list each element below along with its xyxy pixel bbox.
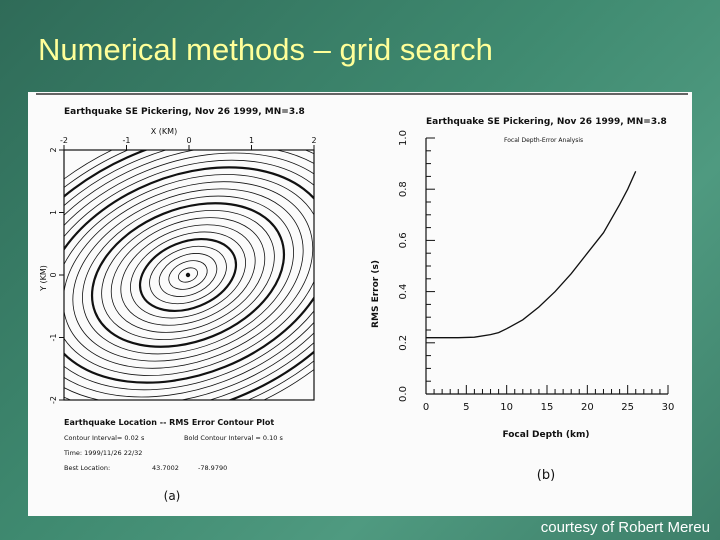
contour-interval: Contour Interval= 0.02 s (64, 434, 145, 442)
contour-line (64, 152, 314, 398)
contour-line (72, 188, 304, 362)
y-tick-label: 0.2 (398, 335, 409, 351)
credit-text: courtesy of Robert Mereu (540, 519, 710, 536)
y-tick-label: 0.8 (398, 181, 409, 197)
event-time: Time: 1999/11/26 22/32 (63, 449, 142, 457)
x-tick-label: 5 (463, 402, 469, 413)
contour-line (64, 150, 314, 400)
y-tick-label: 1.0 (398, 130, 409, 146)
panel-b-axes (425, 138, 668, 395)
contour-line (64, 150, 314, 400)
contour-line (82, 195, 294, 355)
x-tick-label: 20 (581, 402, 594, 413)
contour-line (168, 260, 208, 290)
y-tick-label: 0.4 (398, 284, 409, 300)
x-tick-label: -1 (123, 136, 131, 145)
contour-line (90, 202, 286, 348)
panel-a-x-axis-label: X (KM) (151, 127, 177, 136)
best-location-lat: 43.7002 (152, 464, 179, 472)
panel-a-caption: Earthquake Location -- RMS Error Contour… (63, 418, 283, 472)
contour-line (138, 238, 238, 312)
x-tick-label: 0 (423, 402, 429, 413)
panel-b-y-axis-label: RMS Error (s) (371, 260, 381, 328)
contour-line (149, 245, 227, 305)
panel-a-y-ticks: 2 1 0 -1 -2 (49, 147, 64, 404)
contour-line (178, 267, 198, 283)
y-tick-label: 2 (49, 147, 58, 152)
contour-line (64, 181, 314, 369)
contour-line (158, 253, 218, 297)
contour-line (64, 159, 314, 391)
x-tick-label: 1 (249, 136, 254, 145)
panel-b-x-axis-label: Focal Depth (km) (502, 430, 589, 440)
bold-contour-interval: Bold Contour Interval = 0.10 s (184, 434, 283, 442)
x-tick-label: 10 (500, 402, 513, 413)
contour-line (64, 166, 314, 384)
figure-svg: Earthquake SE Pickering, Nov 26 1999, MN… (36, 93, 688, 503)
panel-a-contour-plot: Earthquake SE Pickering, Nov 26 1999, MN… (39, 107, 317, 503)
x-tick-label: 2 (311, 136, 316, 145)
y-tick-label: 0.6 (398, 232, 409, 248)
contour-line (110, 217, 266, 333)
y-tick-label: 0 (49, 272, 58, 277)
caption-title: Earthquake Location -- RMS Error Contour… (64, 418, 274, 427)
rms-contours (64, 150, 314, 400)
panel-b-depth-error-plot: Earthquake SE Pickering, Nov 26 1999, MN… (371, 117, 674, 483)
best-location-label: Best Location: (64, 464, 110, 472)
x-tick-label: 25 (621, 402, 634, 413)
panel-a-header: Earthquake SE Pickering, Nov 26 1999, MN… (64, 107, 305, 117)
contour-line (101, 210, 275, 340)
figure-image: Earthquake SE Pickering, Nov 26 1999, MN… (28, 92, 692, 516)
contour-line (130, 231, 246, 319)
y-tick-label: 0.0 (398, 386, 409, 402)
x-tick-label: 30 (662, 402, 675, 413)
panel-a-x-ticks: -2 -1 0 1 2 (60, 136, 317, 150)
contour-line (64, 174, 314, 376)
best-location-marker (185, 272, 191, 278)
y-tick-label: 1 (49, 210, 58, 215)
slide-title: Numerical methods – grid search (38, 32, 493, 67)
contour-line (64, 150, 314, 400)
x-tick-label: -2 (60, 136, 68, 145)
panel-b-ticks: 0 5 10 15 20 25 30 0.0 0.2 0.4 0.6 0.8 1.0 (398, 130, 674, 413)
contour-line (120, 224, 256, 326)
y-tick-label: -2 (49, 396, 58, 404)
panel-a-y-axis-label: Y (KM) (39, 265, 48, 292)
panel-a-label: (a) (164, 489, 181, 503)
panel-b-label: (b) (537, 468, 555, 483)
x-tick-label: 15 (541, 402, 554, 413)
x-tick-label: 0 (186, 136, 191, 145)
y-tick-label: -1 (49, 334, 58, 342)
rms-error-curve (426, 171, 637, 339)
best-location-lon: -78.9790 (198, 464, 227, 472)
panel-b-header: Earthquake SE Pickering, Nov 26 1999, MN… (426, 117, 667, 127)
panel-b-subtitle: Focal Depth-Error Analysis (504, 137, 583, 144)
contour-line (64, 150, 314, 400)
